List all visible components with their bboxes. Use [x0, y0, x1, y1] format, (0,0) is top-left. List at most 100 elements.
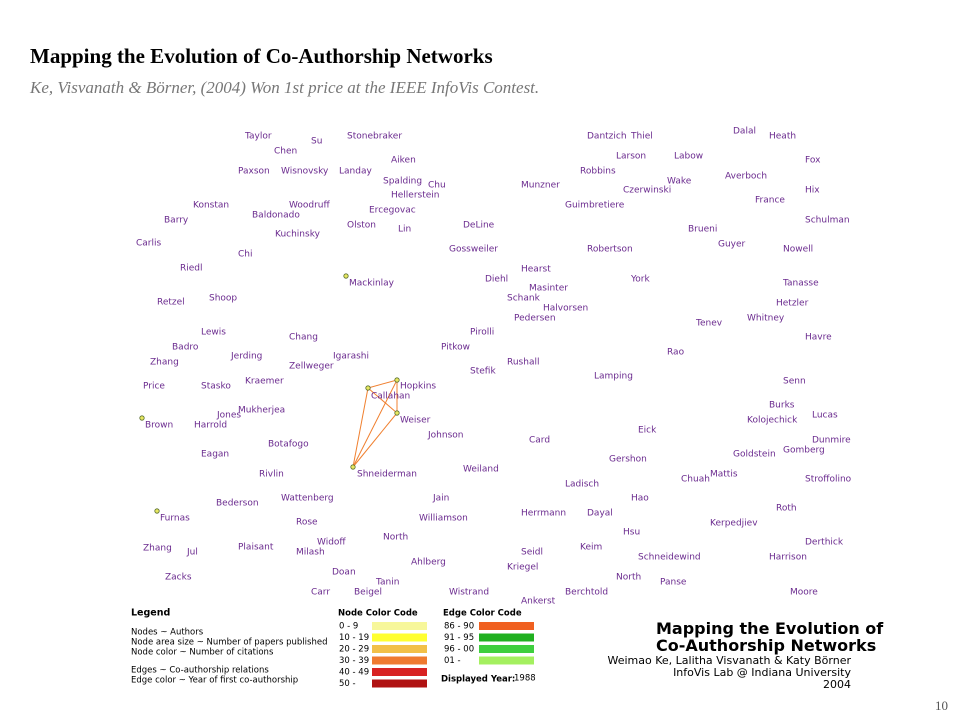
node-label: Ahlberg — [411, 558, 446, 568]
node-label: France — [755, 196, 785, 206]
edge-code-swatch — [479, 622, 534, 630]
node-label: Pirolli — [470, 328, 494, 338]
credits-authors: Weimao Ke, Lalitha Visvanath & Katy Börn… — [607, 654, 851, 667]
credits-title: Mapping the Evolution of — [656, 619, 884, 638]
node-label: Lamping — [594, 372, 633, 382]
node-label: Chu — [428, 181, 446, 191]
node-label: Bederson — [216, 499, 259, 509]
node-label: Dayal — [587, 509, 613, 519]
node-label: Eick — [638, 426, 657, 436]
node-label: Havre — [805, 333, 832, 343]
node-label: Eagan — [201, 450, 229, 460]
node-label: Riedl — [180, 264, 203, 274]
node-label: Gomberg — [783, 446, 825, 456]
node-label: Nowell — [783, 245, 813, 255]
node-label: Botafogo — [268, 440, 309, 450]
node-label: Rushall — [507, 358, 539, 368]
node-label: Kraemer — [245, 377, 284, 387]
node-label: Lewis — [201, 328, 226, 338]
node-label: Kolojechick — [747, 416, 798, 426]
node-label: Herrmann — [521, 509, 566, 519]
node-label: Igarashi — [333, 352, 369, 362]
node-label: Guyer — [718, 240, 746, 250]
node-label: Landay — [339, 167, 372, 177]
node-label: Ladisch — [565, 480, 599, 490]
legend-line: Nodes ~ Authors — [131, 628, 204, 638]
node-label: Retzel — [157, 298, 185, 308]
node-label: Lin — [398, 225, 411, 235]
legend-title: Legend — [131, 608, 170, 619]
node-dots — [139, 273, 400, 514]
slide-title: Mapping the Evolution of Co-Authorship N… — [30, 44, 493, 68]
node-label: Harrison — [769, 553, 807, 563]
node-label: Stefik — [470, 367, 496, 377]
node-label: Spalding — [383, 177, 422, 187]
node-label: Guimbretiere — [565, 201, 625, 211]
edge — [352, 387, 369, 468]
node-label: Pitkow — [441, 343, 470, 353]
node-label: Schank — [507, 294, 541, 304]
node-label: Woodruff — [289, 201, 331, 211]
node-label: Ankerst — [521, 597, 556, 607]
node-code-label: 50 - — [339, 679, 356, 689]
node-label: Hix — [805, 186, 820, 196]
node-label: Widoff — [317, 538, 346, 548]
node-label: Tanin — [375, 578, 399, 588]
node-label: Johnson — [427, 431, 463, 441]
node-label: Olston — [347, 221, 376, 231]
node-label: Paxson — [238, 167, 270, 177]
node-label: Goldstein — [733, 450, 776, 460]
node-label: Berchtold — [565, 588, 608, 598]
node-dot — [139, 415, 145, 421]
node-label: Roth — [776, 504, 797, 514]
node-label: Barry — [164, 216, 189, 226]
edge — [352, 412, 398, 468]
node-label: Heath — [769, 132, 796, 142]
legend-line: Node color ~ Number of citations — [131, 648, 274, 658]
node-dot — [350, 464, 356, 470]
node-label: Shneiderman — [357, 470, 417, 480]
node-code-swatch — [372, 668, 427, 676]
edge — [367, 387, 398, 414]
node-label: Labow — [674, 152, 703, 162]
node-dot — [365, 385, 371, 391]
node-label: Zhang — [150, 358, 179, 368]
node-label: Moore — [790, 588, 818, 598]
page-number: 10 — [935, 698, 948, 713]
node-code-swatch — [372, 622, 427, 630]
node-label: North — [616, 573, 641, 583]
node-label: York — [630, 275, 651, 285]
node-label: Baldonado — [252, 211, 300, 221]
node-label: Munzner — [521, 181, 560, 191]
node-code-title: Node Color Code — [338, 609, 418, 619]
node-label: Derthick — [805, 538, 844, 548]
node-label: Kriegel — [507, 563, 538, 573]
node-code-label: 20 - 29 — [339, 645, 369, 655]
node-label: Dunmire — [812, 436, 851, 446]
node-dot — [154, 508, 160, 514]
node-label: Stasko — [201, 382, 231, 392]
node-label: Hopkins — [400, 382, 436, 392]
node-label: Jul — [186, 548, 198, 558]
node-label: Harrold — [194, 421, 227, 431]
node-label: Brown — [145, 421, 173, 431]
node-label: Mattis — [710, 470, 738, 480]
slide-subtitle: Ke, Visvanath & Börner, (2004) Won 1st p… — [30, 78, 540, 97]
edge — [352, 379, 398, 468]
node-label: Wattenberg — [281, 494, 334, 504]
node-label: Ercegovac — [369, 206, 416, 216]
node-label: Price — [143, 382, 165, 392]
node-label: Card — [529, 436, 550, 446]
node-code-label: 40 - 49 — [339, 668, 369, 678]
node-label: Wake — [667, 177, 692, 187]
node-label: Chang — [289, 333, 318, 343]
node-label: Chi — [238, 250, 253, 260]
edge-code-label: 01 - — [444, 656, 461, 666]
edge-code-swatch — [479, 656, 534, 665]
legend-line: Edge color ~ Year of first co-authorship — [131, 676, 298, 686]
node-label: Konstan — [193, 201, 229, 211]
node-label: Larson — [616, 152, 646, 162]
node-label: Su — [311, 137, 322, 147]
